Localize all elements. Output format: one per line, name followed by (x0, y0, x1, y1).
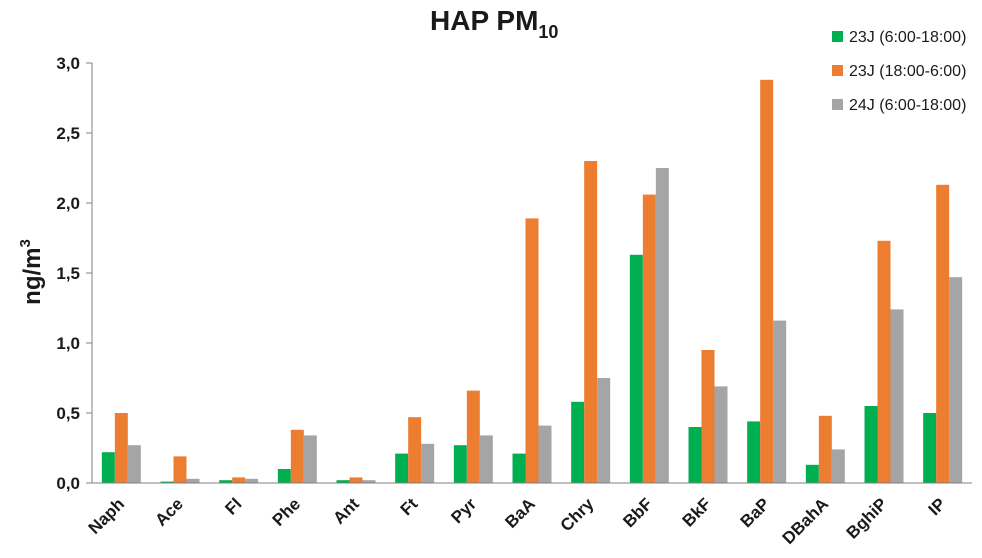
bar-bghip-series-3 (890, 309, 904, 483)
bar-bap-series-1 (747, 421, 761, 483)
legend-entry: 23J (6:00-18:00) (849, 29, 966, 46)
x-tick-label: DBahA (779, 494, 833, 548)
bar-fl-series-1 (219, 480, 233, 483)
bar-naph-series-3 (127, 445, 141, 483)
bar-ace-series-1 (160, 481, 174, 483)
bar-bbf-series-3 (655, 168, 669, 483)
bar-dbaha-series-3 (831, 449, 845, 483)
bar-phe-series-3 (303, 435, 317, 483)
x-tick-label: BghiP (843, 494, 891, 542)
x-tick-label: Ft (397, 494, 422, 519)
x-tick-label: Fl (221, 494, 245, 518)
x-tick-label: Pyr (447, 494, 480, 527)
bar-ft-series-2 (408, 417, 422, 483)
x-axis-ticks: Naph Ace Fl Phe Ant Ft Pyr BaA Chry BbF BkF BaP DBah… (85, 494, 950, 548)
bar-chry-series-1 (571, 401, 585, 483)
bar-pyr-series-1 (453, 445, 467, 483)
legend-swatch (832, 99, 843, 110)
y-axis-ticks: 0,0 0,5 1,0 1,5 2,0 2,5 3,0 (56, 54, 92, 493)
bar-fl-series-3 (245, 478, 259, 483)
legend: 23J (6:00-18:00) 23J (18:00-6:00) 24J (6:0… (832, 29, 966, 114)
bar-ant-series-1 (336, 480, 350, 483)
bars (101, 79, 963, 484)
bar-dbaha-series-1 (805, 464, 819, 483)
bar-ip-series-1 (923, 413, 937, 483)
x-tick-label: Chry (557, 494, 598, 535)
bar-ft-series-3 (421, 443, 435, 483)
bar-ip-series-2 (936, 184, 950, 484)
bar-phe-series-2 (290, 429, 304, 483)
y-tick-label: 2,5 (56, 124, 80, 143)
x-tick-label: Phe (269, 494, 304, 529)
x-tick-label: BaA (501, 494, 538, 531)
bar-bap-series-3 (773, 320, 787, 483)
x-tick-label: IP (925, 494, 950, 519)
legend-entry: 24J (6:00-18:00) (849, 97, 966, 114)
bar-chry-series-2 (584, 161, 598, 483)
bar-fl-series-2 (232, 477, 246, 483)
bar-naph-series-2 (114, 413, 128, 483)
bar-bghip-series-2 (877, 240, 891, 483)
y-tick-label: 2,0 (56, 194, 80, 213)
bar-ip-series-3 (949, 277, 963, 483)
bar-ant-series-2 (349, 477, 363, 483)
bar-pyr-series-3 (479, 435, 493, 483)
bar-ace-series-2 (173, 456, 187, 483)
y-tick-label: 1,5 (56, 264, 80, 283)
y-tick-label: 0,0 (56, 474, 80, 493)
bar-bkf-series-2 (701, 350, 715, 483)
bar-ft-series-1 (395, 453, 409, 483)
y-axis-label: ng/m3 (17, 239, 46, 305)
bar-bbf-series-2 (642, 194, 656, 483)
bar-naph-series-1 (101, 452, 115, 483)
bar-dbaha-series-2 (818, 415, 832, 483)
x-tick-label: Naph (85, 494, 128, 537)
bar-chry-series-3 (597, 378, 611, 483)
x-tick-label: Ace (151, 494, 186, 529)
legend-swatch (832, 31, 843, 42)
bar-bkf-series-3 (714, 386, 728, 483)
chart-title-subscript: 10 (538, 22, 558, 42)
legend-entry: 23J (18:00-6:00) (849, 63, 966, 80)
chart-title: HAP PM10 (430, 5, 558, 42)
bar-ace-series-3 (186, 478, 200, 483)
y-tick-label: 0,5 (56, 404, 80, 423)
bar-baa-series-1 (512, 453, 526, 483)
y-tick-label: 3,0 (56, 54, 80, 73)
x-tick-label: BbF (619, 494, 656, 531)
bar-baa-series-3 (538, 425, 552, 483)
bar-bkf-series-1 (688, 427, 702, 483)
y-axis-label-main: ng/m (19, 248, 46, 305)
y-axis-label-superscript: 3 (17, 239, 34, 247)
x-tick-label: BaP (737, 494, 774, 531)
x-tick-label: BkF (679, 494, 715, 530)
bar-phe-series-1 (277, 469, 291, 483)
bar-baa-series-2 (525, 218, 539, 483)
bar-ant-series-3 (362, 480, 376, 483)
legend-swatch (832, 65, 843, 76)
chart-title-main: HAP PM (430, 5, 538, 36)
y-tick-label: 1,0 (56, 334, 80, 353)
bar-bghip-series-1 (864, 406, 878, 483)
x-tick-label: Ant (329, 494, 363, 528)
bar-bap-series-2 (760, 79, 774, 484)
bar-pyr-series-2 (466, 390, 480, 483)
bar-bbf-series-1 (629, 254, 643, 483)
